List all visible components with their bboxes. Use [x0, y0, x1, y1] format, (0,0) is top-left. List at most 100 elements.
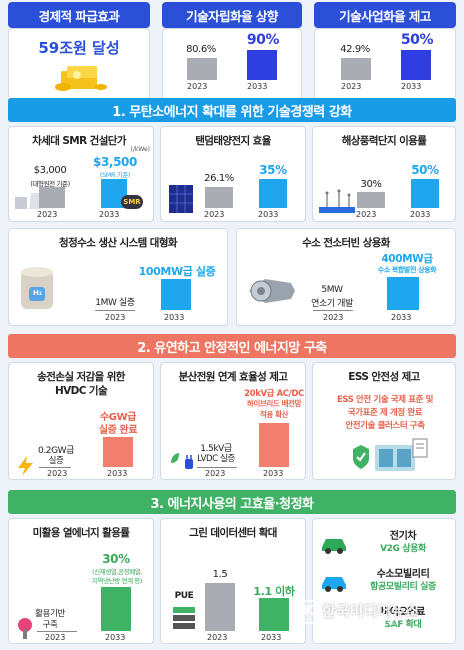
section2-title: 2. 유연하고 안정적인 에너지망 구축: [8, 334, 456, 358]
heat-title: 미활용 열에너지 활용률: [32, 527, 130, 539]
ev-plug-icon: [171, 453, 193, 469]
turbine-2033-desc: 수소 복합발전 상용화: [377, 266, 437, 274]
smr-2033-value: $3,500: [93, 155, 137, 169]
hydrogen-car-icon: [322, 577, 346, 592]
h2mob-title: 수소모빌리티: [376, 569, 430, 580]
dc-2033-bar: [259, 598, 289, 631]
economic-effect-box: 59조원 달성: [8, 28, 150, 100]
heat-baseline: [37, 631, 77, 632]
heat-year-2023: 2023: [45, 633, 66, 642]
comm-2023-value: 42.9%: [340, 44, 370, 55]
wind-2033-bar: [411, 179, 439, 208]
header-economic-effect: 경제적 파급효과: [8, 2, 150, 28]
turbine-card: 수소 전소터빈 상용화 5MW 연소기 개발 400MW급 수소 복합발전 상용…: [236, 228, 456, 326]
self-year-2033: 2033: [247, 82, 268, 91]
hvdc-card: 송전손실 저감을 위한 HVDC 기술 0.2GW급 실증 수GW급 실증 완료…: [8, 362, 154, 480]
hvdc-year-2023: 2023: [47, 469, 68, 478]
dist-2033-value: 20kV급 AC/DC: [244, 389, 304, 399]
tandem-year-2023: 2023: [204, 210, 225, 219]
datacenter-card: 그린 데이터센터 확대 PUE 1.5 1.1 이하 2023 2033: [160, 518, 306, 644]
smr-2023-value: $3,000: [33, 165, 67, 176]
wind-card: 해상풍력단지 이용률 30% 50% 2023 2033: [312, 126, 456, 222]
smr-2023-sub: (대형원전 기준): [30, 180, 70, 188]
watermark-subtext: KOREA MEDIA NEWS: [322, 620, 400, 627]
ess-line3: 안전기술 클러스터 구축: [345, 421, 425, 431]
turbine-title: 수소 전소터빈 상용화: [302, 237, 390, 249]
header-self-reliance: 기술자립화율 상향: [162, 2, 302, 28]
turbine-2023-value: 5MW: [321, 285, 343, 295]
section1-title: 1. 무탄소에너지 확대를 위한 기술경쟁력 강화: [8, 98, 456, 122]
tandem-2033-bar: [259, 179, 287, 208]
wind-2033-value: 50%: [411, 163, 439, 177]
tandem-2023-value: 26.1%: [204, 173, 234, 184]
dc-2023-bar: [205, 583, 235, 631]
smr-2033-sub: (SMR 기준): [99, 171, 131, 179]
dist-2023-desc: LVDC 실증: [197, 454, 235, 464]
dist-card: 분산전원 연계 효율성 제고 1.5kV급 LVDC 실증 20kV급 AC/D…: [160, 362, 306, 480]
hvdc-2033-bar: [103, 437, 133, 467]
smr-card: 차세대 SMR 건설단가 (/kWe) $3,000 (대형원전 기준) $3,…: [8, 126, 154, 222]
self-2023-bar: [187, 58, 217, 80]
ev-desc: V2G 상용화: [380, 544, 426, 554]
self-2033-bar: [247, 50, 277, 80]
dc-2023-value: 1.5: [212, 569, 228, 580]
datacenter-title: 그린 데이터센터 확대: [189, 527, 277, 539]
gas-turbine-icon: [249, 279, 295, 303]
pue-label: PUE: [174, 591, 194, 601]
h2-2033-bar: [161, 279, 191, 310]
ess-card: ESS 안전성 제고 ESS 안전 기술 국제 표준 및 국가표준 제 개정 완…: [312, 362, 456, 480]
ev-title: 전기차: [389, 531, 417, 542]
comm-2023-bar: [341, 58, 371, 80]
wind-year-2033: 2033: [410, 210, 431, 219]
wind-2023-value: 30%: [360, 179, 382, 190]
comm-2033-bar: [401, 50, 431, 80]
heat-2023-desc: 구축: [42, 620, 58, 630]
header-commercialization: 기술사업화율 제고: [314, 2, 456, 28]
heat-pipe-icon: [18, 618, 32, 639]
smr-year-2033: 2033: [99, 210, 120, 219]
tandem-2033-value: 35%: [259, 163, 287, 177]
heat-card: 미활용 열에너지 활용률 활용기반 구축 30% (신재생열,공정폐열, 지역냉…: [8, 518, 154, 644]
lightning-icon: [18, 456, 33, 476]
h2-baseline: [95, 310, 135, 311]
tandem-card: 탠덤태양전지 효율 26.1% 35% 2023 2033: [160, 126, 306, 222]
hydrogen-card: 청정수소 생산 시스템 대형화 H₂ 1MW 실증 100MW급 실증 2023…: [8, 228, 228, 326]
h2-2023-value: 1MW 실증: [95, 298, 135, 308]
dist-year-2033: 2033: [263, 469, 284, 478]
effect-value: 59조원 달성: [38, 39, 120, 57]
commercialization-box: 42.9% 50% 2023 2033: [314, 28, 456, 100]
comm-2033-value: 50%: [400, 32, 434, 48]
heat-2023-value: 활용기반: [35, 609, 65, 619]
heat-2033-sub2: 지역냉난방 연계 등): [91, 577, 143, 585]
turbine-baseline: [313, 310, 353, 311]
self-2033-value: 90%: [246, 32, 280, 48]
self-year-2023: 2023: [187, 82, 208, 91]
h2-2033-value: 100MW급 실증: [138, 265, 216, 278]
ess-title: ESS 안전성 제고: [348, 371, 420, 383]
hydrogen-tank-icon: [21, 267, 53, 309]
dist-2033-desc1: 하이브리드 배전망: [246, 399, 302, 408]
turbine-2033-bar: [387, 277, 419, 310]
bio-title: 바이오연료: [380, 607, 425, 618]
server-icon: [173, 607, 195, 629]
hvdc-2033-value: 수GW급: [99, 412, 137, 423]
heat-2033-bar: [101, 587, 131, 631]
dist-year-2023: 2023: [205, 469, 226, 478]
turbine-year-2033: 2033: [391, 313, 412, 322]
hvdc-2023-desc: 실증: [48, 456, 64, 466]
wind-turbine-icon: [319, 189, 355, 213]
dist-2033-desc2: 적용 확산: [259, 410, 289, 419]
ess-line2: 국가표준 제 개정 완료: [347, 408, 423, 418]
dist-2033-bar: [259, 423, 289, 467]
turbine-year-2023: 2023: [323, 313, 344, 322]
mobility-card: 전기차 V2G 상용화 수소모빌리티 항공모빌리티 실증 바이오연료 SAF 확…: [312, 518, 456, 644]
turbine-2033-value: 400MW급: [381, 253, 433, 265]
hvdc-2033-desc: 실증 완료: [98, 425, 138, 436]
tandem-2023-bar: [205, 187, 233, 208]
h2mob-desc: 항공모빌리티 실증: [370, 582, 436, 592]
smr-badge-icon: SMR: [121, 195, 143, 209]
self-2023-value: 80.6%: [186, 44, 216, 55]
watermark-text: 한국미디어뉴스: [322, 602, 419, 620]
heat-year-2033: 2033: [105, 633, 126, 642]
nuclear-plant-icon: [15, 193, 41, 209]
